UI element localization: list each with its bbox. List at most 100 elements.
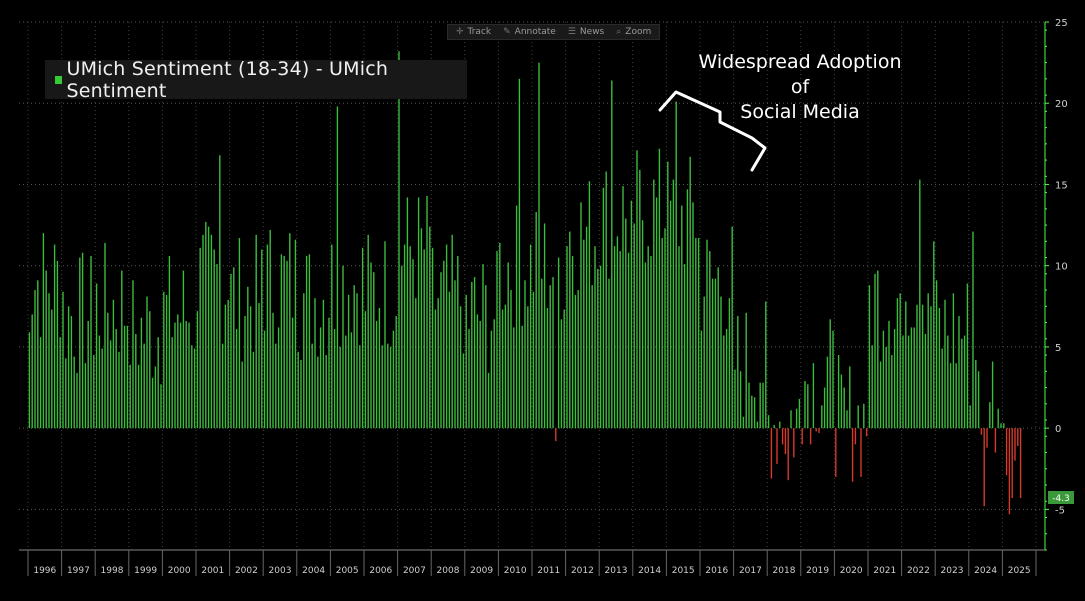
bar [224,304,227,429]
bar [949,363,952,429]
bar [126,325,129,429]
bar [437,298,439,429]
bar [812,363,815,429]
bar [62,291,64,429]
bar [67,306,70,429]
bar [135,333,137,429]
bar [549,285,551,429]
bar [518,78,521,429]
bar [258,303,260,429]
bar [465,294,467,429]
bar [216,264,218,429]
bar [443,260,445,429]
magnifier-icon: ⌕ [616,27,622,37]
bar [210,234,213,429]
bar [118,351,120,429]
bar [247,286,249,429]
legend-swatch [55,75,63,84]
bar [504,304,507,429]
bar [143,343,145,429]
bar [235,329,238,429]
bar [87,320,89,429]
bar [622,186,624,429]
bar [616,236,619,429]
bar [532,291,535,429]
social-media-annotation: Widespread Adoption of Social Media [690,50,910,125]
y-tick-label: 0 [1055,424,1061,435]
bar [93,355,95,429]
bar [107,312,109,429]
bar [546,307,549,429]
bar [555,428,557,442]
bar [655,197,658,429]
news-icon: ☰ [567,27,576,37]
x-tick-label: 2017 [739,566,762,576]
bar [275,343,277,429]
bar [563,309,565,429]
annotate-button[interactable]: ✎ Annotate [498,27,561,37]
x-tick-label: 2010 [504,566,527,576]
bar [924,333,927,429]
bar [381,345,383,429]
bar [664,228,666,429]
bar [703,296,705,429]
bar [171,337,173,429]
bar [773,424,775,429]
bar [863,403,865,429]
bar [818,428,820,434]
bar [423,249,425,429]
bar [185,320,187,429]
x-tick-label: 2019 [806,566,829,576]
bar [476,314,479,429]
x-tick-label: 2004 [302,566,325,576]
x-tick-label: 2011 [537,566,560,576]
bar [457,255,459,429]
bar [95,283,98,429]
bar [594,246,596,429]
bar [151,377,154,429]
news-button[interactable]: ☰ News [563,27,609,37]
bar [202,234,204,429]
bar [263,330,266,429]
track-button[interactable]: ✛ Track [451,27,496,37]
bar [745,312,747,429]
bar [647,246,649,429]
x-tick-label: 2022 [907,566,930,576]
bar [370,262,372,429]
bar [51,309,53,429]
bar [706,239,708,429]
bar [496,251,498,429]
bar [804,381,806,429]
bar [697,238,700,429]
bar [347,294,350,429]
annotation-line-2: Social Media [740,101,860,123]
x-tick-label: 2020 [840,566,863,576]
bar [373,272,375,429]
bar [454,280,456,429]
bar [720,296,722,429]
x-tick-label: 2009 [470,566,493,576]
x-tick-label: 1998 [101,566,124,576]
bar [980,428,983,435]
bar [490,330,493,429]
bar [725,329,728,429]
bar [353,285,355,429]
zoom-button[interactable]: ⌕ Zoom [611,27,656,37]
x-tick-label: 2012 [571,566,594,576]
bar [56,260,59,429]
bar [966,283,969,429]
bar [963,335,966,429]
bar [829,319,831,429]
bar [277,327,280,429]
bar [37,280,39,429]
bar [403,244,406,429]
bar [619,251,621,429]
bar [717,267,719,429]
bar [739,371,742,429]
bar [790,410,792,429]
bar [154,366,157,429]
bar [336,106,339,429]
bar [493,319,495,429]
x-tick-label: 2015 [672,566,695,576]
bar [1000,423,1002,429]
